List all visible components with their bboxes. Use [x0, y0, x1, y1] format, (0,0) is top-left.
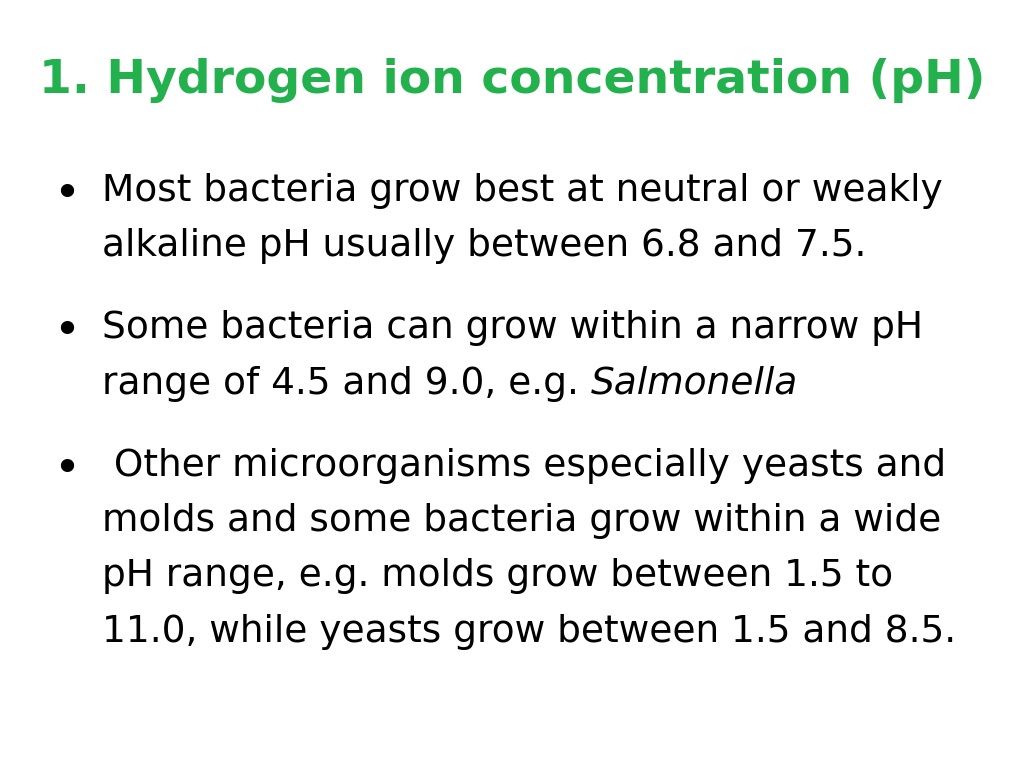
Text: molds and some bacteria grow within a wide: molds and some bacteria grow within a wi… — [102, 503, 942, 539]
Text: alkaline pH usually between 6.8 and 7.5.: alkaline pH usually between 6.8 and 7.5. — [102, 228, 866, 264]
Text: Salmonella: Salmonella — [591, 366, 799, 402]
Text: Most bacteria grow best at neutral or weakly: Most bacteria grow best at neutral or we… — [102, 173, 943, 209]
Text: 1. Hydrogen ion concentration (pH): 1. Hydrogen ion concentration (pH) — [39, 58, 985, 103]
Text: •: • — [53, 448, 80, 493]
Text: •: • — [53, 173, 80, 218]
Text: 11.0, while yeasts grow between 1.5 and 8.5.: 11.0, while yeasts grow between 1.5 and … — [102, 614, 956, 650]
Text: Some bacteria can grow within a narrow pH: Some bacteria can grow within a narrow p… — [102, 310, 924, 346]
Text: Other microorganisms especially yeasts and: Other microorganisms especially yeasts a… — [102, 448, 946, 484]
Text: range of 4.5 and 9.0, e.g.: range of 4.5 and 9.0, e.g. — [102, 366, 591, 402]
Text: •: • — [53, 310, 80, 356]
Text: pH range, e.g. molds grow between 1.5 to: pH range, e.g. molds grow between 1.5 to — [102, 558, 894, 594]
